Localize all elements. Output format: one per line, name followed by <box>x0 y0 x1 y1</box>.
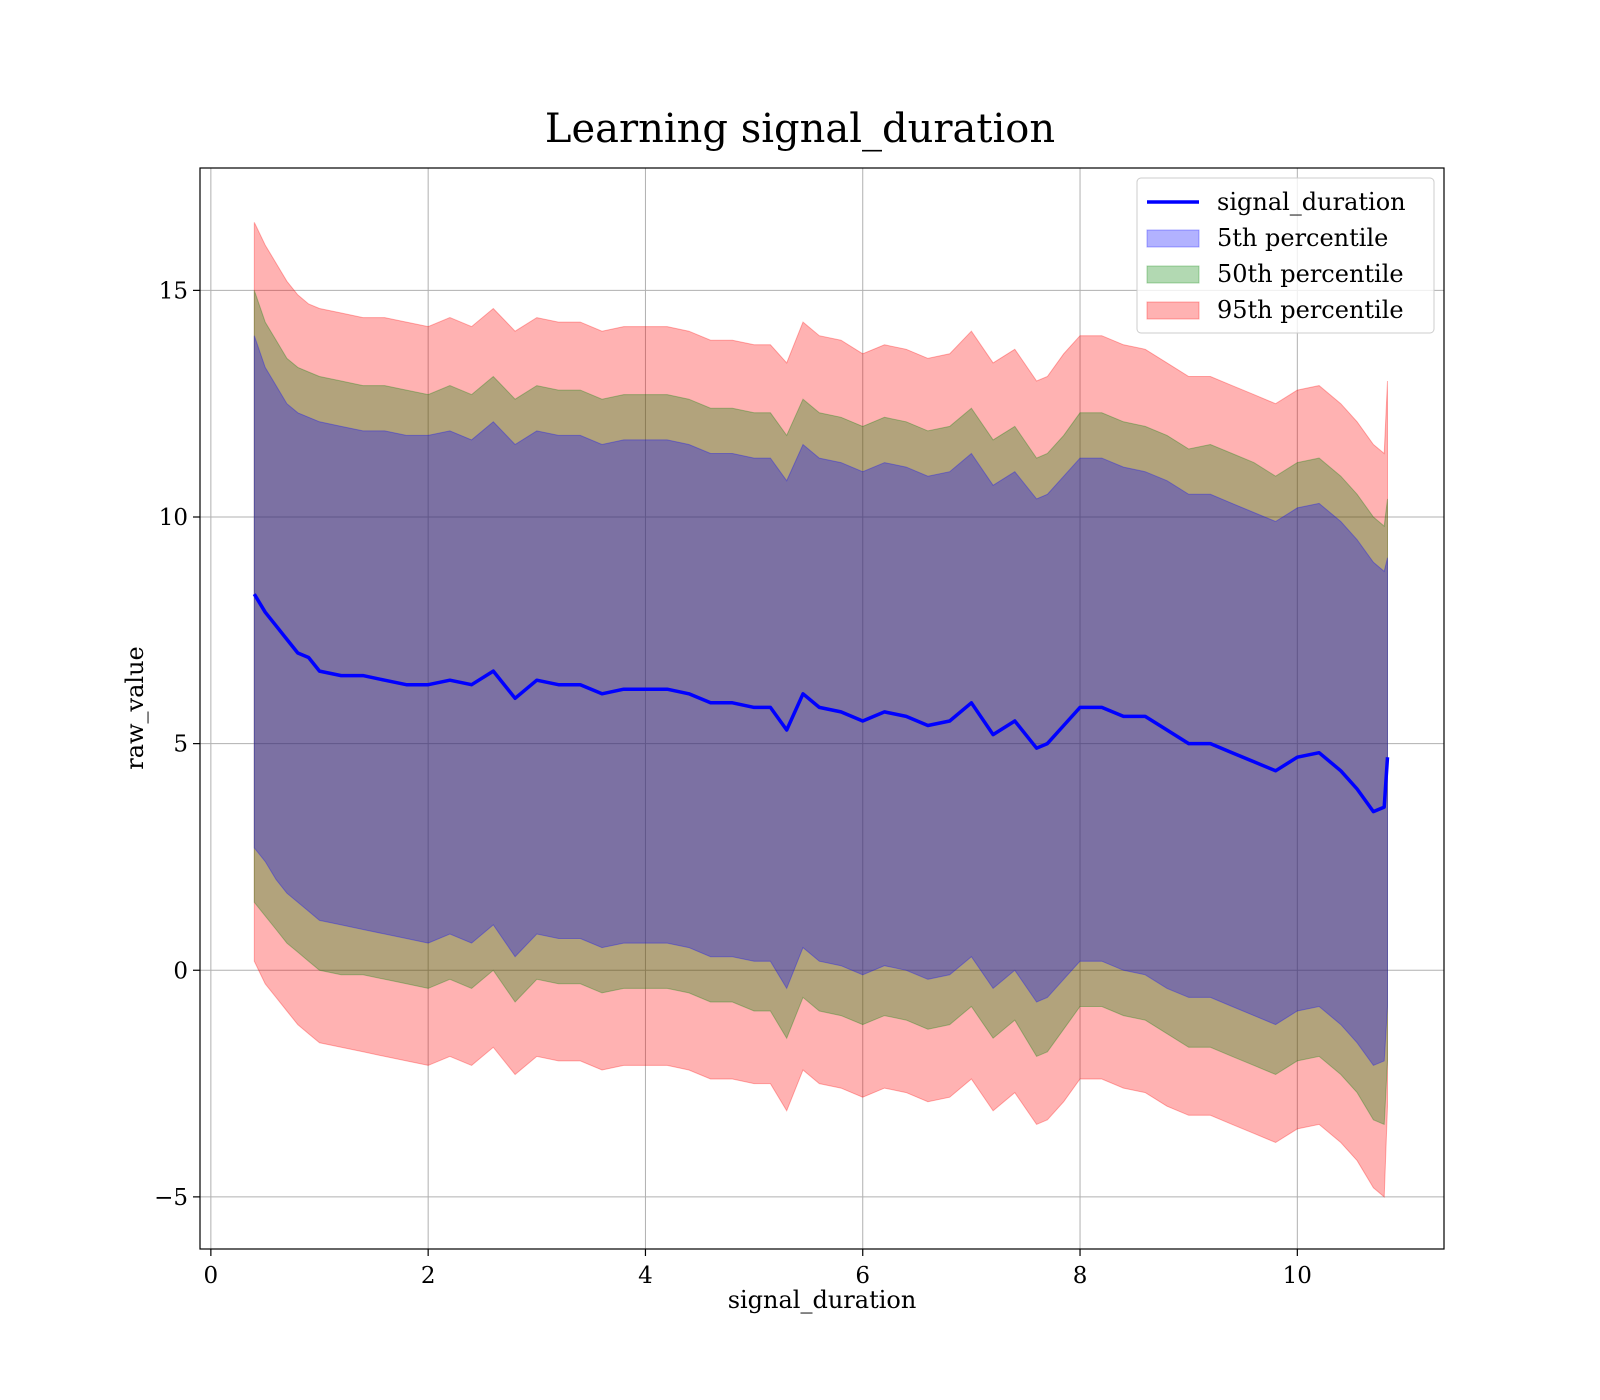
y-axis-label: raw_value <box>121 646 149 770</box>
y-tick-label: −5 <box>154 1185 188 1211</box>
series-line-layer <box>252 593 1390 814</box>
band-95th-percentile <box>253 222 1388 1198</box>
chart-title: Learning signal_duration <box>545 106 1055 152</box>
legend-entry-label: signal_duration <box>1217 188 1406 216</box>
legend-swatch-band <box>1146 229 1200 248</box>
y-tick-label: 0 <box>173 958 188 984</box>
axis-ticks: 0 2 4 6 8 10 −5 0 5 10 15 <box>154 278 1312 1289</box>
legend-frame <box>1136 177 1435 334</box>
y-tick-label: 5 <box>173 732 188 758</box>
legend-swatch-band <box>1146 265 1200 284</box>
legend-entry-label: 95th percentile <box>1217 296 1404 324</box>
x-tick-label: 0 <box>204 1263 219 1289</box>
x-axis-label: signal_duration <box>728 1286 917 1314</box>
y-tick-label: 15 <box>159 278 188 304</box>
plot-frame <box>199 167 1445 1250</box>
legend-entry-label: 50th percentile <box>1217 260 1404 288</box>
x-tick-label: 2 <box>421 1263 436 1289</box>
legend: signal_duration 5th percentile 50th percen… <box>1136 177 1435 334</box>
y-tick-label: 10 <box>159 505 188 531</box>
series-line-signal-duration <box>252 593 1390 814</box>
x-tick-label: 8 <box>1073 1263 1088 1289</box>
legend-swatch-band <box>1146 301 1200 320</box>
x-tick-label: 4 <box>638 1263 653 1289</box>
legend-entry-label: 5th percentile <box>1217 224 1388 252</box>
band-5th-percentile <box>253 335 1388 1067</box>
x-tick-label: 6 <box>855 1263 870 1289</box>
x-tick-label: 10 <box>1283 1263 1312 1289</box>
